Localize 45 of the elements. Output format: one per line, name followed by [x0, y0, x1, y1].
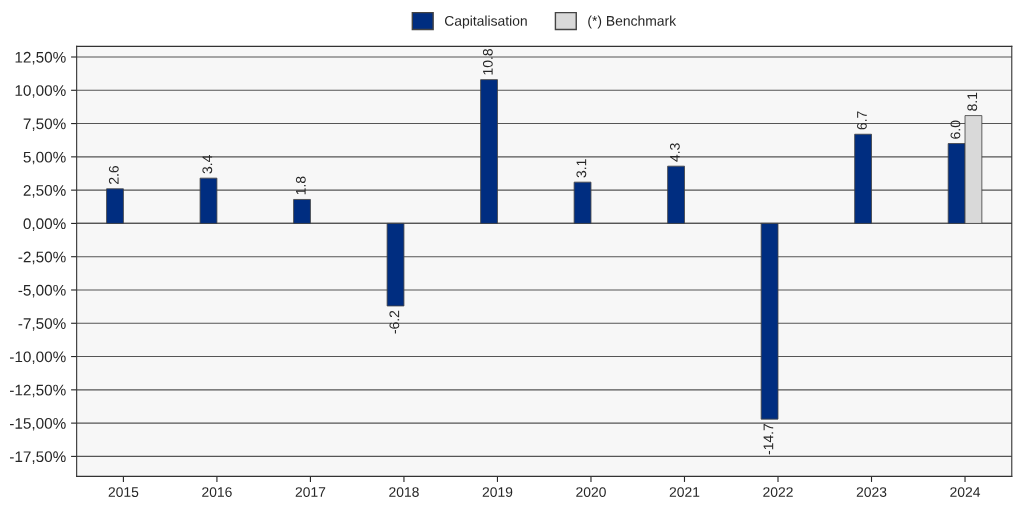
- data-label: 6.7: [856, 111, 867, 130]
- x-tick-label: 2019: [482, 487, 513, 497]
- x-tick-label: 2021: [669, 487, 700, 497]
- x-tick-label: 2022: [763, 487, 793, 497]
- data-label: 1.8: [295, 176, 306, 195]
- y-tick-label: -2,50%: [18, 251, 66, 265]
- y-tick-label: 7,50%: [23, 118, 66, 132]
- y-tick-label: -17,50%: [10, 451, 66, 464]
- y-tick-label: 0,00%: [23, 218, 66, 231]
- bar: [480, 79, 498, 224]
- x-tick-label: 2020: [576, 487, 606, 497]
- bar: [293, 199, 311, 224]
- y-tick-label: 5,00%: [23, 151, 66, 165]
- bar: [573, 181, 592, 224]
- y-tick-label: 12,50%: [15, 51, 66, 65]
- bar: [106, 188, 124, 224]
- y-tick-label: -5,00%: [18, 284, 66, 298]
- y-tick-label: -7,50%: [18, 318, 66, 331]
- x-tick-label: 2024: [950, 487, 981, 497]
- data-label: 3.4: [202, 155, 213, 174]
- y-tick-label: -12,50%: [10, 384, 66, 398]
- data-label: -6.2: [389, 310, 400, 334]
- y-tick-label: 2,50%: [23, 185, 66, 198]
- x-tick-label: 2018: [389, 487, 419, 497]
- bar: [667, 165, 685, 224]
- bar: [386, 223, 405, 307]
- x-tick-label: 2023: [856, 487, 887, 497]
- data-label: 10.8: [482, 49, 493, 75]
- data-label: -14.7: [763, 423, 774, 455]
- y-tick-label: 10,00%: [15, 85, 66, 98]
- data-label: 8.1: [967, 92, 978, 111]
- x-tick-label: 2015: [108, 487, 139, 497]
- x-tick-label: 2017: [295, 487, 326, 497]
- data-label: 4.3: [669, 143, 680, 162]
- data-label: 2.6: [108, 165, 119, 184]
- x-tick-label: 2016: [202, 487, 232, 497]
- y-tick-label: -10,00%: [10, 351, 66, 365]
- legend-label: (*) Benchmark: [588, 15, 677, 29]
- bar: [199, 177, 218, 224]
- legend-label: Capitalisation: [444, 15, 527, 29]
- bar: [854, 133, 872, 224]
- bar: [760, 223, 779, 420]
- y-tick-label: -15,00%: [10, 417, 66, 431]
- data-label: 3.1: [576, 159, 587, 178]
- data-label: 6.0: [950, 120, 961, 139]
